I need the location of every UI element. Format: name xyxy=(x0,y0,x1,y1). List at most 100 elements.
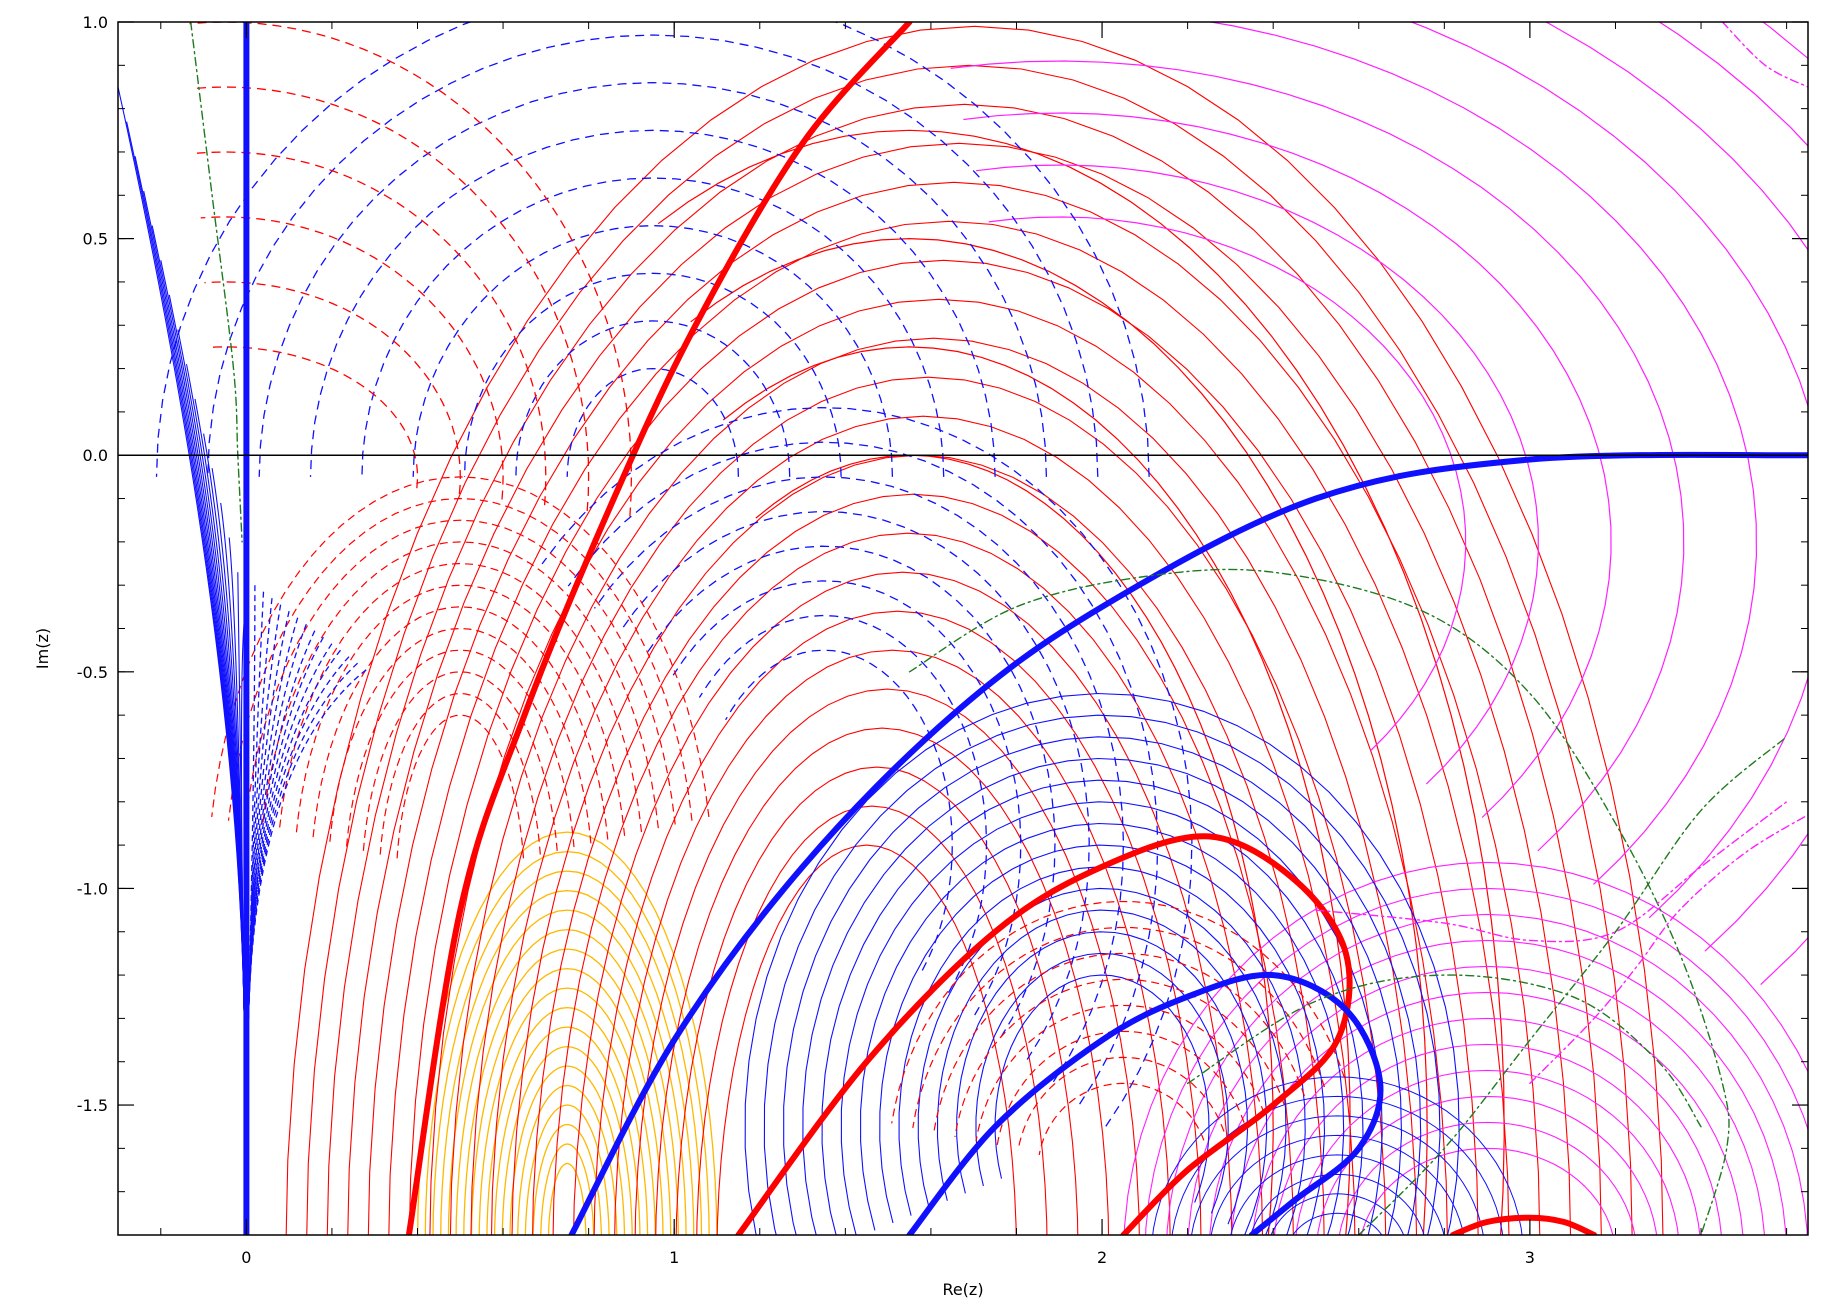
blue-dashed-contour xyxy=(515,320,791,477)
blue-contour xyxy=(1270,1193,1405,1235)
plot-frame xyxy=(117,21,1809,1236)
red-contour xyxy=(657,129,1505,1235)
y-tick-label: 0.0 xyxy=(83,446,108,465)
blue-contour xyxy=(1152,1076,1523,1235)
blue-contour xyxy=(1230,1154,1445,1235)
series-thick-red-3 xyxy=(735,833,1353,1235)
orange-contour xyxy=(509,1065,626,1235)
red-contour xyxy=(347,142,1572,1235)
blue-dashed-contour xyxy=(309,129,996,477)
series-thick-blue-4 xyxy=(906,971,1384,1235)
series-green-dashdot-9 xyxy=(1358,736,1788,1235)
axes: 0 1 2 3 1.0 0.5 0.0 -0.5 -1.0 -1.5 xyxy=(77,13,1809,1267)
red-dashed-contour xyxy=(244,519,676,825)
magenta-contour xyxy=(1544,22,1808,952)
y-tick-label: -1.0 xyxy=(77,879,108,898)
blue-dashed-contour xyxy=(207,34,1099,477)
series-green-dashdot-6 xyxy=(190,22,243,543)
red-dashed-contour xyxy=(200,216,504,500)
blue-dashed-contour xyxy=(566,367,740,477)
blue-dashed-contour xyxy=(698,614,988,994)
red-contour xyxy=(388,220,1510,1235)
orange-contour xyxy=(470,967,664,1235)
blue-dashed-contour xyxy=(541,406,1193,1127)
magenta-contour xyxy=(963,112,1612,818)
orange-contour xyxy=(517,1084,618,1235)
magenta-contour xyxy=(1295,1069,1679,1235)
red-dashed-contour xyxy=(396,714,525,859)
orange-contour xyxy=(447,909,687,1235)
orange-contour xyxy=(432,870,703,1235)
red-dashed-contour xyxy=(278,562,643,833)
red-contour xyxy=(696,805,1048,1235)
blue-contour xyxy=(744,692,1460,1235)
series-green-dashdot-8 xyxy=(1186,974,1702,1128)
red-dashed-contour xyxy=(933,952,1305,1133)
series-magenta-dashdot-11 xyxy=(1315,801,1788,943)
red-dashed-contour xyxy=(312,606,609,840)
orange-contour xyxy=(486,1006,649,1235)
red-dashed-contour xyxy=(261,541,659,829)
y-axis-label: Im(z) xyxy=(33,628,52,669)
red-dashed-contour xyxy=(189,22,633,517)
blue-contour xyxy=(840,801,1364,1235)
red-dashed-contour xyxy=(1038,1082,1205,1156)
red-contour xyxy=(593,610,1202,1235)
magenta-contour xyxy=(950,60,1685,852)
x-tick-label: 0 xyxy=(241,1248,251,1267)
red-dashed-contour xyxy=(912,926,1326,1129)
series-magenta-dashdot-12 xyxy=(1529,814,1808,1085)
blue-contour xyxy=(763,714,1441,1235)
blue-dashed-contour xyxy=(258,81,1048,477)
red-dashed-contour xyxy=(954,978,1285,1138)
blue-fan-contour xyxy=(160,260,245,1019)
red-contour xyxy=(552,532,1264,1235)
magenta-contour xyxy=(1761,22,1808,60)
x-tick-label: 3 xyxy=(1525,1248,1535,1267)
blue-contour xyxy=(1171,1095,1504,1235)
blue-dashed-contour xyxy=(593,476,1125,1083)
magenta-contour xyxy=(1123,861,1808,1235)
red-contour xyxy=(655,727,1110,1235)
series-thick-blue-2 xyxy=(568,451,1808,1235)
blue-contour xyxy=(802,757,1403,1235)
blue-contour xyxy=(1250,1173,1425,1235)
red-dashed-contour xyxy=(975,1004,1265,1142)
magenta-contour xyxy=(1145,887,1808,1235)
blue-contour xyxy=(936,909,1268,1235)
blue-fan-dashed-contour xyxy=(247,649,342,1019)
y-tick-label: 0.5 xyxy=(83,230,108,249)
red-contour xyxy=(573,571,1233,1235)
magenta-contour xyxy=(1187,939,1787,1235)
blue-fan-contour xyxy=(143,190,245,1019)
orange-contour xyxy=(455,928,680,1235)
blue-dashed-contour xyxy=(567,441,1159,1105)
blue-contour xyxy=(879,844,1326,1235)
red-contour xyxy=(367,181,1541,1235)
red-dashed-contour xyxy=(362,671,558,851)
blue-contour xyxy=(783,736,1422,1235)
red-contour xyxy=(326,103,1602,1235)
blue-contour xyxy=(1210,1134,1465,1235)
orange-contour xyxy=(463,948,672,1235)
magenta-contour xyxy=(1207,22,1758,885)
magenta-contour xyxy=(1252,1017,1722,1235)
blue-contour xyxy=(898,866,1306,1235)
orange-contour xyxy=(547,1162,587,1235)
red-dashed-contour xyxy=(295,584,626,836)
blue-fan-contour xyxy=(185,364,245,1019)
contour-families xyxy=(118,22,1808,1235)
orange-contour xyxy=(440,889,695,1235)
orange-contour xyxy=(532,1123,603,1235)
blue-fan-dashed-contour xyxy=(247,598,273,1019)
blue-dashed-contour xyxy=(646,545,1056,1038)
blue-dashed-contour xyxy=(412,224,894,477)
data-series xyxy=(190,22,1808,1235)
blue-dashed-contour xyxy=(155,22,1150,477)
orange-contour xyxy=(501,1045,633,1235)
magenta-contour xyxy=(1166,913,1808,1235)
red-dashed-contour xyxy=(1017,1056,1225,1151)
red-contour xyxy=(716,844,1017,1235)
blue-contour xyxy=(975,952,1229,1214)
